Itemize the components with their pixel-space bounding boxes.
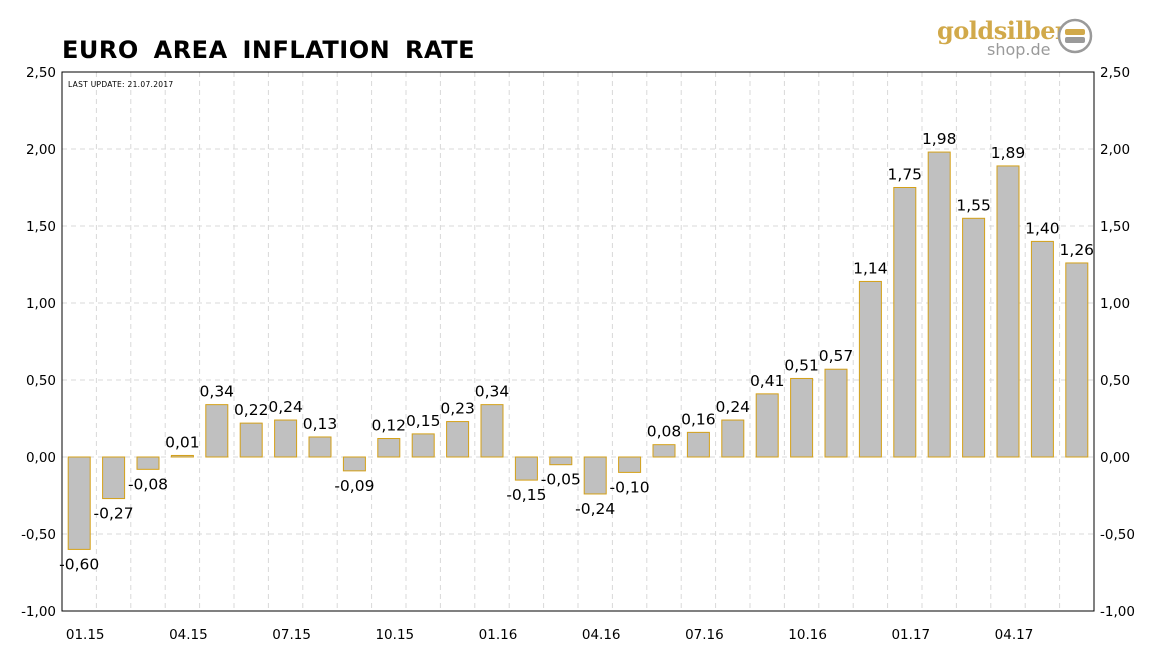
data-label: 0,24 [268,398,303,416]
data-label: 0,13 [303,415,338,433]
plot-frame [61,71,1095,612]
x-tick-label: 04.16 [582,627,621,643]
y-tick-label-left: 1,00 [26,296,56,312]
bar [102,456,126,500]
bar [686,431,710,458]
x-tick-label: 04.17 [995,627,1034,643]
bar [824,368,848,458]
logo: goldsilber shop.de [935,16,1095,60]
bar [136,456,160,470]
y-tick-label-left: 0,00 [26,450,56,466]
logo-text-gold: goldsilber [937,16,1068,45]
y-tick-label-left: 2,00 [26,142,56,158]
y-tick-label-right: 0,00 [1100,450,1130,466]
bar [893,187,917,458]
data-label: -0,27 [94,505,134,523]
data-label: 0,16 [681,410,716,428]
y-tick-label-right: -0,50 [1100,527,1135,543]
x-tick-label: 01.16 [479,627,518,643]
y-tick-label-left: 0,50 [26,373,56,389]
bar [274,419,298,458]
data-label: 0,22 [234,401,269,419]
data-label: 0,12 [372,417,407,435]
data-label: -0,08 [128,475,168,493]
data-label: 0,23 [440,400,475,418]
data-label: 0,34 [200,383,235,401]
y-tick-label-left: 1,50 [26,219,56,235]
data-label: -0,10 [610,478,650,496]
bar [755,393,779,458]
last-update-label: LAST UPDATE: 21.07.2017 [68,80,174,89]
data-label: -0,24 [575,500,615,518]
data-label: 0,24 [716,398,751,416]
data-label: -0,60 [59,555,99,573]
bar [1030,240,1054,458]
data-label: -0,15 [506,486,546,504]
bar [549,456,573,466]
x-tick-label: 07.16 [685,627,724,643]
bar [962,217,986,458]
y-tick-label-right: -1,00 [1100,604,1135,620]
logo-text-shop: shop.de [987,40,1051,59]
y-tick-label-right: 2,00 [1100,142,1130,158]
bar [67,456,91,550]
y-tick-label-left: -0,50 [21,527,56,543]
x-tick-label: 07.15 [272,627,311,643]
bar [446,421,470,458]
bar [170,454,194,458]
bar [377,438,401,458]
data-label: 0,51 [784,356,819,374]
bar [239,422,263,458]
bar [1065,262,1089,458]
y-tick-label-right: 1,00 [1100,296,1130,312]
gold-bars-icon [1057,18,1093,54]
data-label: 1,89 [991,144,1026,162]
data-label: 1,40 [1025,219,1060,237]
x-tick-label: 04.15 [169,627,208,643]
y-tick-label-left: -1,00 [21,604,56,620]
bar [480,404,504,458]
x-tick-label: 10.15 [375,627,414,643]
x-tick-label: 01.17 [891,627,930,643]
bar [205,404,229,458]
bar [790,377,814,458]
bar [618,456,642,473]
data-label: -0,05 [541,471,581,489]
bar [342,456,366,472]
data-label: 0,01 [165,433,200,451]
bar [583,456,607,495]
bar [308,436,332,458]
data-label: 0,15 [406,412,441,430]
data-label: 0,34 [475,383,510,401]
bar [652,444,676,458]
data-label: 1,26 [1060,241,1095,259]
data-label: 0,57 [819,347,854,365]
data-label: 1,98 [922,130,957,148]
bar [721,419,745,458]
data-label: 1,14 [853,259,888,277]
bar [411,433,435,458]
data-label: 1,75 [888,166,923,184]
bar [927,151,951,458]
x-tick-label: 10.16 [788,627,827,643]
y-tick-label-right: 2,50 [1100,65,1130,81]
bar [514,456,538,481]
data-label: 1,55 [956,196,991,214]
bar [858,280,882,458]
y-tick-label-right: 0,50 [1100,373,1130,389]
chart-title: EURO AREA INFLATION RATE [62,36,476,64]
data-label: 0,08 [647,423,682,441]
y-tick-label-right: 1,50 [1100,219,1130,235]
x-tick-label: 01.15 [66,627,105,643]
data-label: -0,09 [334,477,374,495]
bar [996,165,1020,458]
data-label: 0,41 [750,372,785,390]
y-tick-label-left: 2,50 [26,65,56,81]
